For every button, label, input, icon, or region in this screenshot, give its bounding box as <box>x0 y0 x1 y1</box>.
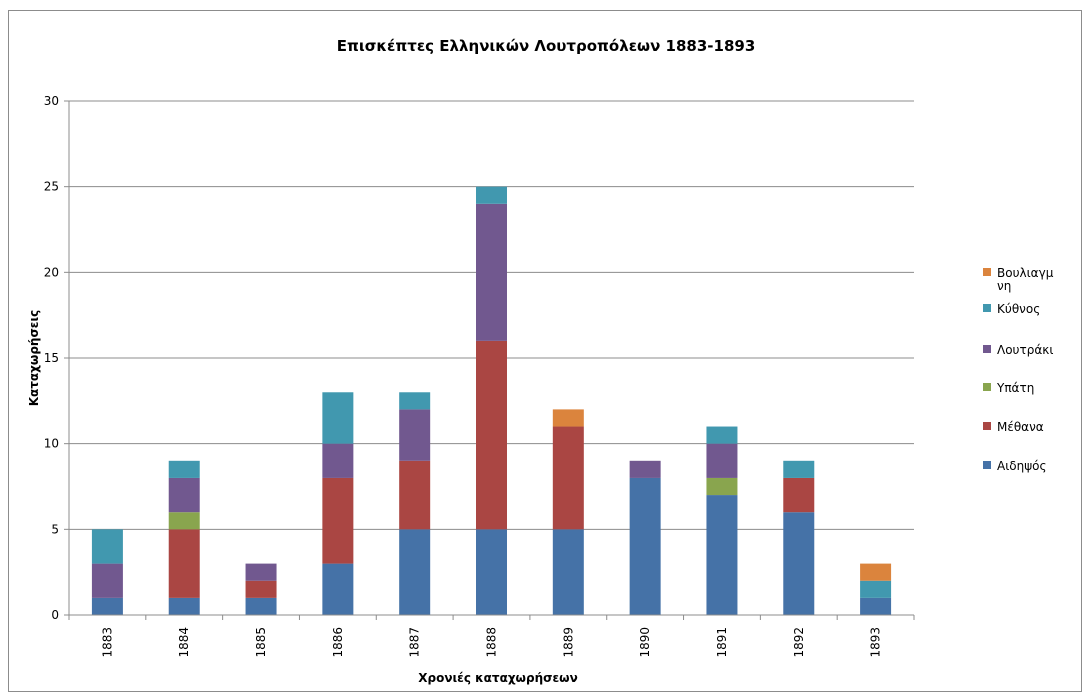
legend-swatch <box>983 345 991 353</box>
x-tick-label: 1887 <box>408 627 422 658</box>
bar-segment <box>783 460 815 478</box>
bar-segment <box>245 580 277 598</box>
bar-segment <box>476 186 507 204</box>
legend-label: Υπάτη <box>996 381 1034 395</box>
bar-segment <box>168 529 200 598</box>
bar-segment <box>168 597 200 615</box>
bar-segment <box>476 340 507 530</box>
x-tick-label: 1884 <box>177 627 191 658</box>
bar-segment <box>552 529 584 615</box>
bar-segment <box>860 563 892 581</box>
legend-swatch <box>983 304 991 312</box>
bar-segment <box>860 597 892 615</box>
bar-segment <box>706 477 738 496</box>
bar-segment <box>706 443 738 478</box>
bar-segment <box>245 597 277 615</box>
legend-swatch <box>983 268 991 276</box>
legend-label: Λουτράκι <box>997 343 1053 357</box>
y-tick-label: 20 <box>44 265 59 279</box>
axes <box>64 100 915 620</box>
legend-label: Κύθνος <box>997 302 1040 316</box>
x-tick-label: 1883 <box>100 627 114 658</box>
bar-segment <box>168 512 200 530</box>
y-tick-label: 5 <box>51 522 59 536</box>
bar-segment <box>552 426 584 530</box>
bar-segment <box>322 563 354 615</box>
bar-segment <box>783 512 815 615</box>
bar-segment <box>322 443 354 478</box>
legend-swatch <box>983 383 991 391</box>
x-tick-label: 1893 <box>869 627 883 658</box>
y-axis-title: Καταχωρήσεις <box>27 310 41 407</box>
x-tick-label: 1886 <box>331 627 345 658</box>
bar-segment <box>322 477 354 564</box>
y-tick-label: 0 <box>51 608 59 622</box>
x-tick-label: 1892 <box>792 627 806 658</box>
bar-segment <box>629 460 661 478</box>
legend-label: Μέθανα <box>997 420 1044 434</box>
bar-segment <box>399 409 431 461</box>
bar-segment <box>706 495 738 615</box>
bar-segment <box>706 426 738 444</box>
x-tick-labels: 1883 1884 1885 1886 1887 1888 1889 1890 1891 1892… <box>100 627 882 658</box>
legend-swatch <box>983 461 991 469</box>
bar-segment <box>629 477 661 615</box>
y-tick-label: 15 <box>44 351 59 365</box>
bar-segment <box>476 529 507 615</box>
x-tick-label: 1890 <box>638 627 652 658</box>
y-tick-label: 25 <box>44 180 59 194</box>
bar-segment <box>91 563 123 598</box>
bar-segment <box>552 409 584 427</box>
x-tick-label: 1891 <box>715 627 729 658</box>
x-tick-label: 1889 <box>561 627 575 658</box>
legend-label: Βουλιαγμ <box>997 266 1054 280</box>
bar-segment <box>399 529 431 615</box>
bar-segment <box>91 597 123 615</box>
bar-segment <box>399 392 431 410</box>
bar-segment <box>399 460 431 530</box>
bar-segment <box>245 563 277 581</box>
chart-title: Επισκέπτες Ελληνικών Λουτροπόλεων 1883-1… <box>337 37 756 55</box>
bar-segment <box>860 580 892 598</box>
y-tick-label: 30 <box>44 94 59 108</box>
legend-label: Αιδηψός <box>997 459 1047 473</box>
legend-label: νη <box>997 279 1011 293</box>
bar-segment <box>322 392 354 444</box>
bar-segment <box>168 477 200 513</box>
y-tick-label: 10 <box>44 437 59 451</box>
legend-swatch <box>983 422 991 430</box>
bar-segment <box>91 529 123 564</box>
bar-segment <box>476 203 507 341</box>
bar-segment <box>168 460 200 478</box>
bars <box>91 186 892 615</box>
y-tick-labels: 0 5 10 15 20 25 30 <box>44 94 59 622</box>
bar-segment <box>783 477 815 513</box>
x-tick-label: 1888 <box>485 627 499 658</box>
x-axis-title: Χρονιές καταχωρήσεων <box>418 671 578 685</box>
x-tick-label: 1885 <box>254 627 268 658</box>
